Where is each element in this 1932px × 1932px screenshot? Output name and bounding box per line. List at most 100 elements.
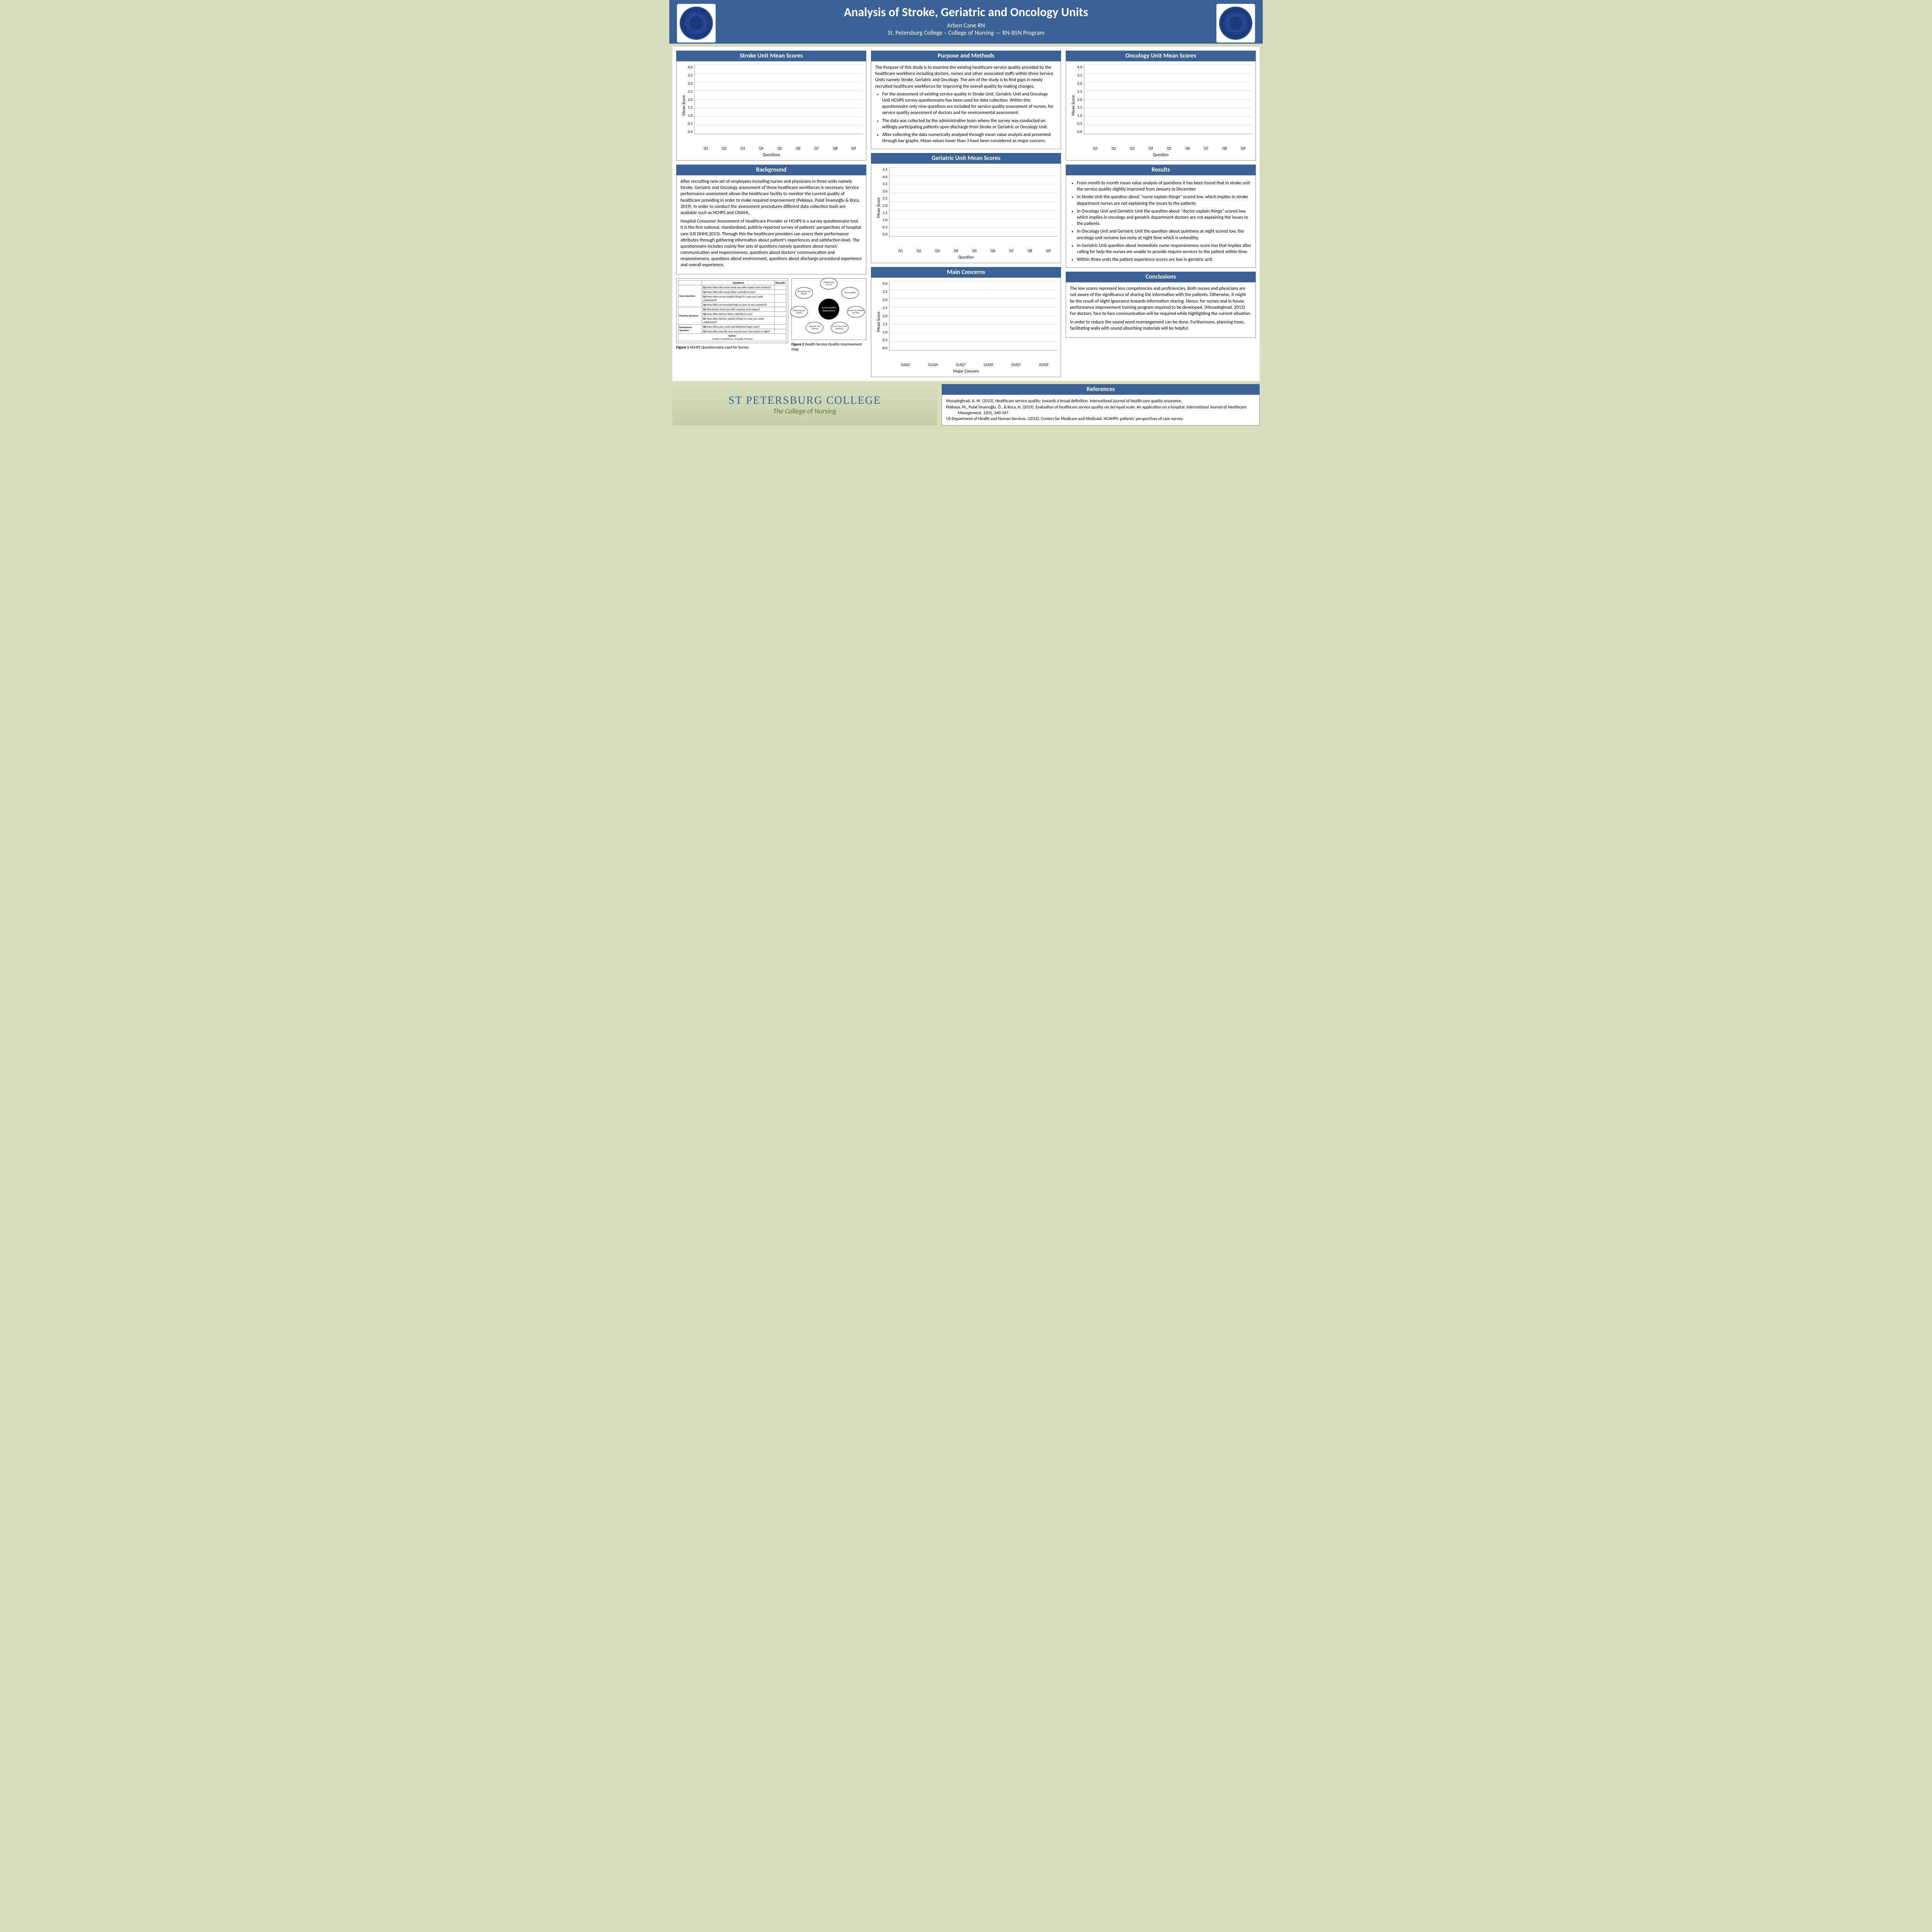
stroke-chart: Mean Score4.03.53.02.52.01.51.00.50.0Q1Q… [676,61,866,161]
footer-logo-small: The College of Nursing [773,407,837,415]
sqi-node: Education and Training [806,322,823,333]
x-axis-label: Major Concern [874,369,1058,374]
x-tick-label: Q5 [770,146,789,151]
y-axis-label: Mean Score [874,197,883,218]
middle-column: Purpose and Methods The Purpose of this … [871,51,1061,377]
x-tick-label: Q7 [1197,146,1216,151]
x-tick-label: Q8 [1020,248,1039,253]
results-bullet: From month to month mean value analysis … [1077,180,1252,192]
x-tick-label: Q7 [1002,248,1021,253]
results-bullet: In Geriatric Unit question about immedia… [1077,243,1252,255]
x-labels: Q1Q2Q3Q4Q5Q6Q7Q8Q9 [874,248,1058,253]
plot-area [694,65,863,134]
x-tick-label: Q3 [1123,146,1142,151]
sqi-node: Service Values and Behaviors [831,322,849,333]
affiliation: St. Petersburg College – College of Nurs… [669,29,1263,37]
concerns-chart-section: Main Concerns Mean Score4.03.53.02.52.01… [871,267,1061,377]
purpose-title: Purpose and Methods [871,51,1061,61]
oncology-chart-section: Oncology Unit Mean Scores Mean Score4.03… [1066,51,1256,161]
x-tick-label: OUQ7 [1002,362,1030,367]
x-tick-label: Q4 [752,146,770,151]
reference-item: Pekkaya, M., Pulat İmamoğlu, Ö., & Koca,… [946,404,1255,416]
poster-footer: ST PETERSBURG COLLEGE The College of Nur… [672,384,1260,425]
x-tick-label: Q4 [947,248,965,253]
figure-2: Service Quality ImprovementMultiple Data… [791,278,866,352]
references-section: References Mosadeghrad, A. M. (2013). He… [942,384,1260,425]
x-tick-label: Q8 [1215,146,1234,151]
figure-1-caption: Figure 1 Figure 1 HCHPS Questionnaire us… [676,345,788,350]
x-tick-label: Q1 [891,248,910,253]
author-name: Arben Cane RN [669,22,1263,29]
purpose-section: Purpose and Methods The Purpose of this … [871,51,1061,149]
background-text: After recruiting new set of employees in… [676,175,866,274]
plot-area [1084,65,1252,134]
stroke-chart-section: Stroke Unit Mean Scores Mean Score4.03.5… [676,51,866,161]
purpose-bullet: For the assessment of existing service q… [882,91,1057,116]
conclusions-title: Conclusions [1066,272,1256,282]
x-tick-label: Q6 [1179,146,1197,151]
results-bullet: In Oncology Unit and Geriatric Unit the … [1077,208,1252,227]
background-section: Background After recruiting new set of e… [676,165,866,274]
x-tick-label: Q9 [844,146,863,151]
results-bullet: In Oncology Unit and Geriatric Unit the … [1077,228,1252,241]
references-title: References [942,384,1260,395]
x-tick-label: Q3 [734,146,752,151]
concerns-chart: Mean Score4.03.53.02.52.01.51.00.50.0 SUQ… [871,277,1061,377]
x-tick-label: Q6 [789,146,808,151]
poster-title: Analysis of Stroke, Geriatric and Oncolo… [669,5,1263,20]
x-tick-label: Q8 [826,146,844,151]
sqi-node: Service Consultation and Tools [847,306,865,318]
x-tick-label: Q2 [910,248,929,253]
geriatric-chart-section: Geriatric Unit Mean Scores Mean Score4.5… [871,153,1061,263]
x-axis-label: Question [1069,152,1252,157]
results-bullet: In Stroke Unit the question about "nurse… [1077,194,1252,206]
sqi-node: Accountability [841,287,859,299]
references-body: Mosadeghrad, A. M. (2013). Healthcare se… [942,395,1260,425]
results-title: Results [1066,165,1256,175]
x-labels: Q1Q2Q3Q4Q5Q6Q7Q8Q9 [1069,146,1252,151]
footer-logo: ST PETERSBURG COLLEGE The College of Nur… [672,384,937,425]
purpose-bullet: The data was collected by the administra… [882,118,1057,130]
college-seal-left [677,4,716,43]
x-tick-label: OUQ9 [1030,362,1058,367]
figure-2-caption: Figure 2 Health Service Quality Improvem… [791,342,866,352]
x-axis-label: Questions [680,152,863,157]
x-tick-label: SUQ3 [891,362,919,367]
results-bullets: From month to month mean value analysis … [1070,180,1252,263]
x-tick-label: Q9 [1234,146,1252,151]
x-tick-label: Q4 [1141,146,1160,151]
x-tick-label: GUQ7 [947,362,975,367]
x-tick-label: Q7 [808,146,826,151]
x-tick-label: Q9 [1039,248,1058,253]
stroke-chart-title: Stroke Unit Mean Scores [676,51,866,61]
x-tick-label: Q1 [697,146,715,151]
x-tick-label: GUQ9 [975,362,1002,367]
oncology-chart: Mean Score4.03.53.02.52.01.51.00.50.0Q1Q… [1066,61,1256,161]
concerns-chart-title: Main Concerns [871,267,1061,277]
y-axis-label: Mean Score [874,311,883,332]
footer-logo-big: ST PETERSBURG COLLEGE [728,395,881,407]
y-ticks: 4.03.53.02.52.01.51.00.50.0 [1077,65,1084,134]
x-tick-label: Q5 [965,248,984,253]
results-bullet: Within three units the patient experienc… [1077,257,1252,263]
figures-row: QuestionsRemarksNurse QuestionsQ1 How of… [676,278,866,352]
y-ticks: 4.03.53.02.52.01.51.00.50.0 [688,65,694,134]
reference-item: US Department of Health and Human Servic… [946,416,1255,422]
sqi-center-node: Service Quality Improvement [818,299,839,320]
results-section: Results From month to month mean value a… [1066,165,1256,268]
college-seal-right [1216,4,1255,43]
x-labels: Q1Q2Q3Q4Q5Q6Q7Q8Q9 [680,146,863,151]
x-tick-label: Q5 [1160,146,1179,151]
purpose-bullet: After collecting the data numerically an… [882,132,1057,144]
geriatric-chart: Mean Score4.54.03.53.02.52.01.51.00.50.0… [871,163,1061,263]
right-column: Oncology Unit Mean Scores Mean Score4.03… [1066,51,1256,377]
purpose-bullets: For the assessment of existing service q… [875,91,1057,145]
purpose-body: The Purpose of this study is to examine … [871,61,1061,149]
x-axis-label: Question [874,255,1058,260]
conclusions-text: The low scores represent less competenci… [1066,282,1256,337]
geriatric-chart-title: Geriatric Unit Mean Scores [871,153,1061,163]
y-ticks: 4.03.53.02.52.01.51.00.50.0 [883,281,889,350]
x-tick-label: Q2 [1105,146,1123,151]
plot-area [889,167,1058,236]
plot-area [889,281,1058,350]
